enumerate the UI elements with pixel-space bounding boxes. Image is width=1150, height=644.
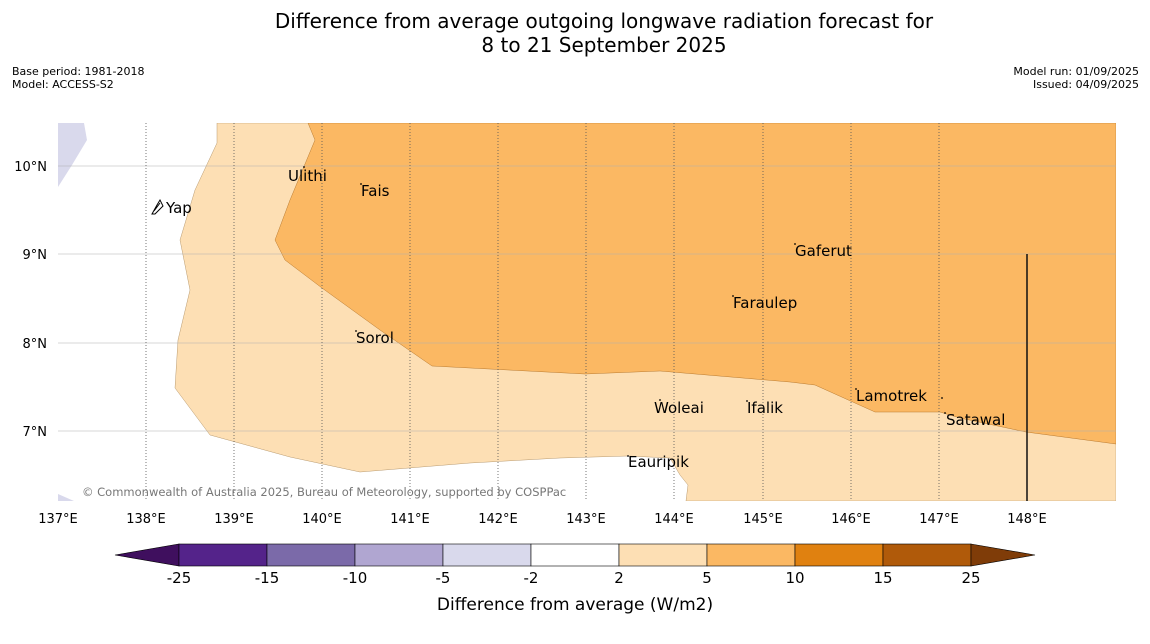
colorbar-bin-9 [882,543,972,567]
cb-tick-9: 15 [873,569,892,587]
lon-label-146e: 146°E [831,512,871,527]
lat-gridlines [58,165,1116,432]
lat-label-9n: 9°N [23,248,48,263]
place-satawal: Satawal [946,411,1005,429]
cb-tick-1: -25 [167,569,192,587]
colorbar-bin-2 [266,543,356,567]
copyright-notice: © Commonwealth of Australia 2025, Bureau… [82,485,566,499]
lat-label-10n: 10°N [14,160,47,175]
place-woleai: Woleai [654,399,704,417]
model-run: Model run: 01/09/2025 [1013,65,1139,78]
lon-labels: 137°E 138°E 139°E 140°E 141°E 142°E 143°… [38,512,1047,527]
colorbar-extend-high [970,543,1036,567]
anomaly-region-neg-small [58,494,74,501]
lon-label-143e: 143°E [566,512,606,527]
colorbar-extend-low [114,543,180,567]
lon-gridlines [145,123,940,501]
cb-tick-5: -2 [524,569,539,587]
map-area: Ulithi Fais Yap Gaferut Faraulep Sorol L… [58,123,1116,501]
lon-label-142e: 142°E [478,512,518,527]
cb-tick-4: -5 [436,569,451,587]
anomaly-region-neg [58,123,87,187]
place-yap: Yap [165,199,192,217]
anomaly-region-5-10 [274,123,1116,445]
colorbar-ticks: -25 -15 -10 -5 -2 2 5 10 15 25 [167,569,981,587]
place-sorol: Sorol [356,329,394,347]
meta-right: Model run: 01/09/2025 Issued: 04/09/2025 [1013,65,1139,91]
lat-labels: 10°N 9°N 8°N 7°N [14,160,47,440]
title-line-2: 8 to 21 September 2025 [481,33,727,57]
place-fais: Fais [361,182,390,200]
lon-label-139e: 139°E [214,512,254,527]
colorbar-bin-5 [530,543,620,567]
lon-label-140e: 140°E [302,512,342,527]
place-faraulep: Faraulep [733,294,797,312]
meta-left: Base period: 1981-2018 Model: ACCESS-S2 [12,65,144,91]
colorbar-bin-8 [794,543,884,567]
cb-tick-8: 10 [785,569,804,587]
place-gaferut: Gaferut [795,242,852,260]
lon-label-147e: 147°E [919,512,959,527]
title-line-1: Difference from average outgoing longwav… [274,9,934,33]
place-ifalik: Ifalik [747,399,783,417]
cb-tick-2: -15 [255,569,280,587]
place-eauripik: Eauripik [628,453,689,471]
colorbar-bin-4 [442,543,532,567]
colorbar-bin-7 [706,543,796,567]
cb-tick-3: -10 [343,569,368,587]
chart-title: Difference from average outgoing longwav… [0,9,1150,57]
lon-label-141e: 141°E [390,512,430,527]
cb-tick-6: 2 [614,569,624,587]
place-lamotrek: Lamotrek [856,387,927,405]
lon-label-138e: 138°E [126,512,166,527]
lat-label-7n: 7°N [23,425,48,440]
island-markers [303,166,946,457]
lat-label-8n: 8°N [23,337,48,352]
colorbar-label: Difference from average (W/m2) [437,595,713,615]
cb-tick-10: 25 [961,569,980,587]
lon-label-137e: 137°E [38,512,78,527]
colorbar [114,543,1036,567]
cb-tick-7: 5 [702,569,712,587]
colorbar-bin-1 [178,543,268,567]
lon-label-145e: 145°E [743,512,783,527]
colorbar-bin-3 [354,543,444,567]
lon-label-144e: 144°E [654,512,694,527]
place-ulithi: Ulithi [288,167,327,185]
colorbar-bin-6 [618,543,708,567]
yap-island [151,198,164,215]
base-period: Base period: 1981-2018 [12,65,145,78]
model-name: Model: ACCESS-S2 [12,78,114,91]
lon-label-148e: 148°E [1007,512,1047,527]
issued-date: Issued: 04/09/2025 [1032,78,1139,91]
